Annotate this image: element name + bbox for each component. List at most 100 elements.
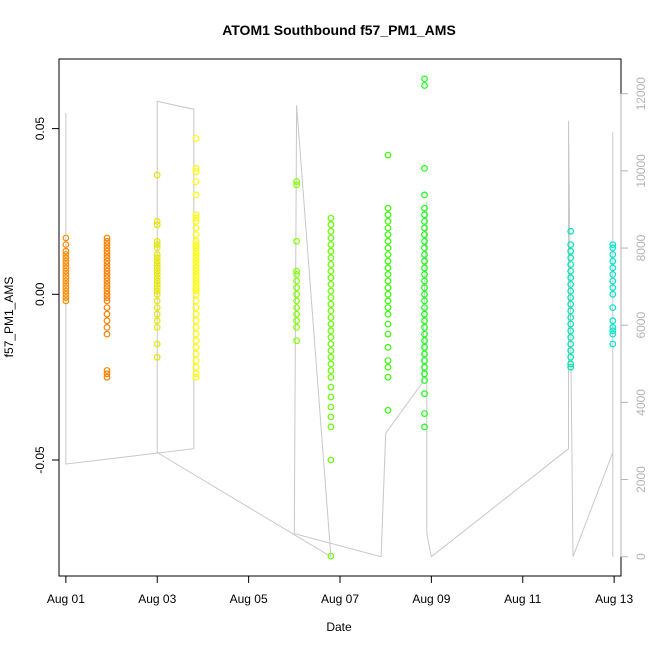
data-point (384, 330, 392, 338)
series-1 (103, 234, 111, 381)
data-point (327, 281, 335, 288)
data-point (327, 307, 335, 315)
data-point (567, 363, 575, 371)
data-point (192, 135, 200, 142)
series-0 (62, 234, 70, 305)
data-point (421, 350, 428, 358)
data-point (609, 327, 617, 335)
data-point (62, 294, 70, 302)
data-point (609, 251, 617, 258)
data-point (192, 191, 200, 199)
right-y-tick-label: 4000 (634, 389, 648, 416)
data-point (103, 251, 111, 258)
data-point (609, 304, 617, 312)
data-point (103, 234, 111, 242)
data-point (421, 297, 428, 305)
data-point (153, 251, 161, 258)
data-point (421, 244, 428, 252)
data-point (192, 224, 200, 232)
data-point (192, 304, 200, 312)
series-3 (192, 135, 200, 381)
data-point (293, 324, 301, 331)
data-point (567, 294, 575, 302)
data-point (103, 264, 111, 272)
data-point (567, 241, 575, 249)
data-points (62, 75, 617, 560)
data-point (153, 217, 161, 225)
data-point (153, 244, 161, 252)
data-point (192, 287, 200, 295)
data-point (327, 314, 335, 321)
data-point (62, 254, 70, 262)
data-point (327, 267, 335, 275)
data-point (567, 267, 575, 275)
data-point (192, 284, 200, 292)
data-point (103, 297, 111, 305)
data-point (567, 254, 575, 262)
data-point (293, 304, 301, 312)
data-point (421, 284, 428, 292)
data-point (384, 310, 392, 318)
data-point (384, 290, 392, 298)
data-point (153, 271, 161, 278)
right-y-tick-label: 2000 (634, 466, 648, 493)
data-point (327, 327, 335, 335)
data-point (327, 383, 335, 391)
data-point (103, 254, 111, 262)
data-point (567, 247, 575, 255)
data-point (327, 227, 335, 235)
data-point (421, 191, 428, 199)
data-point (192, 237, 200, 245)
data-point (103, 287, 111, 295)
data-point (103, 257, 111, 265)
data-point (327, 254, 335, 262)
data-point (62, 257, 70, 265)
data-point (609, 241, 617, 249)
data-point (421, 343, 428, 351)
x-tick-label: Aug 01 (47, 592, 85, 606)
data-point (384, 251, 392, 258)
data-point (103, 290, 111, 298)
data-point (192, 164, 200, 172)
data-point (103, 317, 111, 325)
data-point (153, 324, 161, 331)
data-point (62, 241, 70, 249)
data-point (192, 357, 200, 365)
data-point (327, 413, 335, 421)
data-point (327, 367, 335, 374)
data-point (62, 251, 70, 258)
data-point (293, 267, 301, 275)
data-point (609, 257, 617, 265)
chart-title: ATOM1 Southbound f57_PM1_AMS (222, 22, 456, 38)
data-point (153, 353, 161, 361)
data-point (567, 334, 575, 341)
data-point (103, 271, 111, 278)
data-point (384, 231, 392, 239)
data-point (567, 353, 575, 361)
data-point (293, 310, 301, 318)
data-point (192, 168, 200, 176)
data-point (103, 237, 111, 245)
data-point (103, 267, 111, 275)
data-point (62, 277, 70, 285)
data-point (62, 281, 70, 288)
data-point (103, 294, 111, 302)
data-point (567, 314, 575, 321)
data-point (384, 151, 392, 159)
data-point (421, 164, 428, 172)
data-point (609, 290, 617, 298)
data-point (421, 310, 428, 318)
data-point (192, 254, 200, 262)
data-point (192, 373, 200, 381)
data-point (421, 237, 428, 245)
data-point (384, 363, 392, 371)
data-point (103, 310, 111, 318)
data-point (192, 267, 200, 275)
data-point (384, 271, 392, 278)
data-point (192, 214, 200, 222)
data-point (293, 337, 301, 345)
right-axis-series (65, 100, 614, 558)
data-point (103, 261, 111, 268)
data-point (62, 271, 70, 278)
data-point (567, 327, 575, 335)
